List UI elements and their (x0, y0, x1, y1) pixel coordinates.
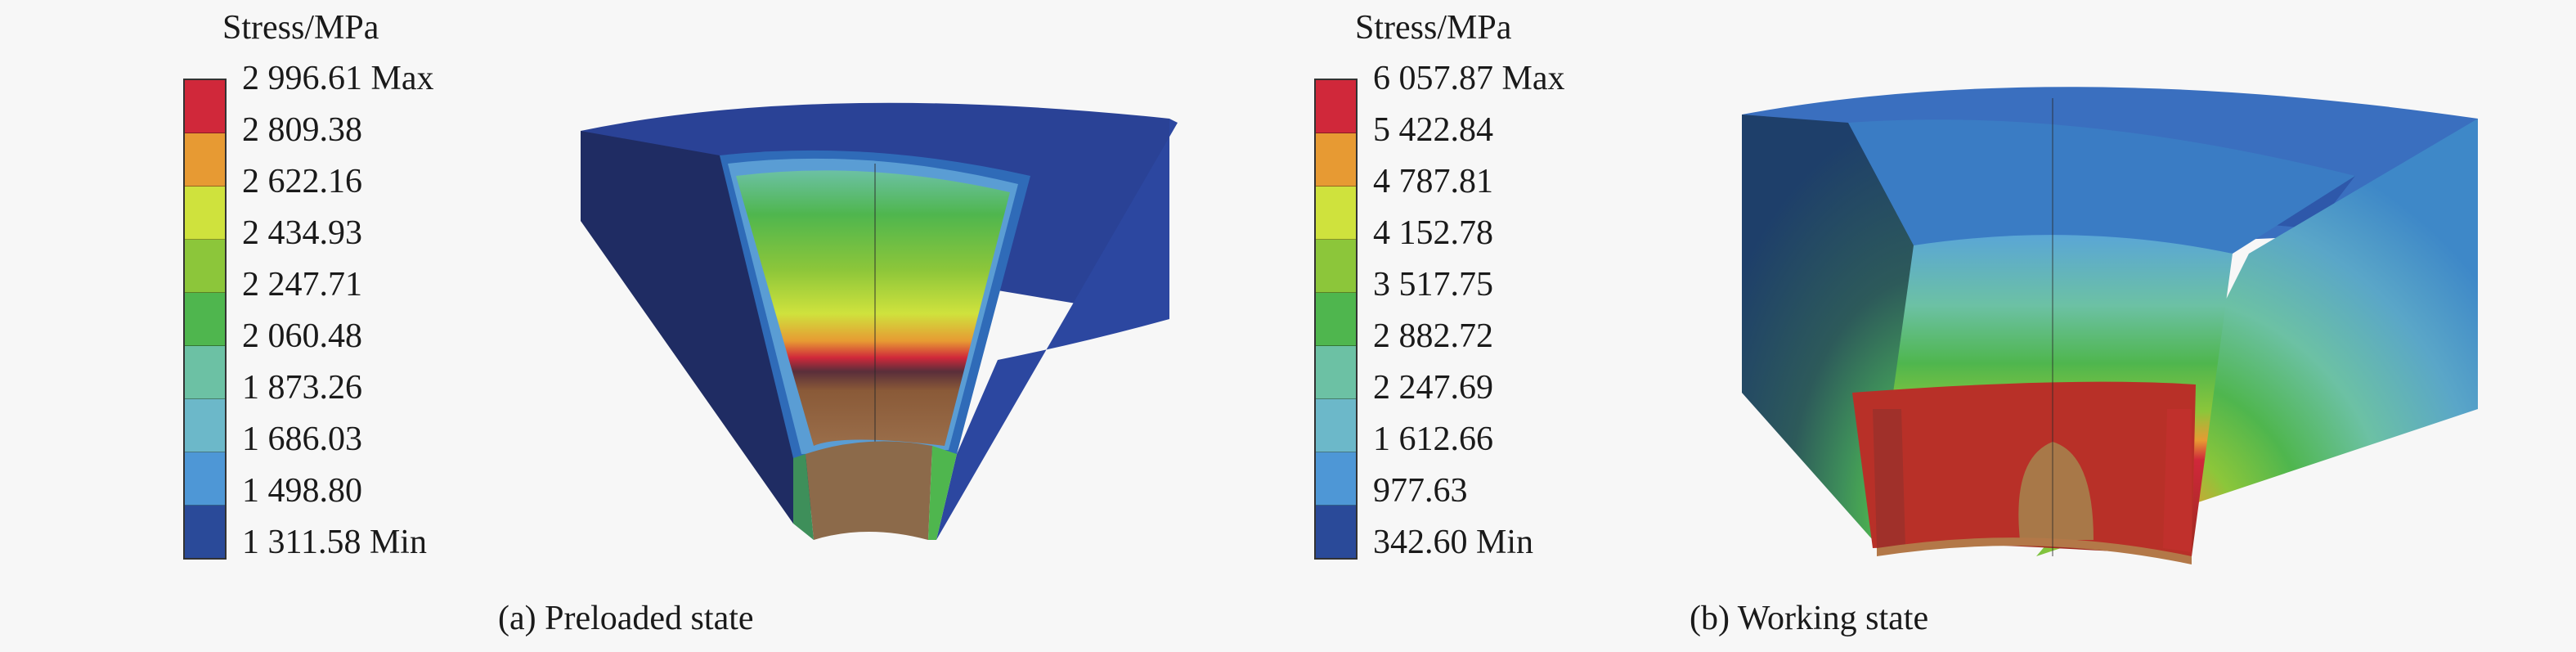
legend-label: 4 152.78 (1373, 214, 1493, 252)
legend-swatch (185, 399, 225, 452)
legend-label: 1 612.66 (1373, 420, 1493, 458)
legend-swatch (1316, 293, 1356, 346)
legend-swatch (1316, 346, 1356, 399)
stress-contour-model (581, 102, 1178, 540)
legend-swatch (1316, 133, 1356, 187)
legend-swatch (185, 187, 225, 240)
legend-label-min: 1 311.58 Min (242, 524, 427, 561)
legend-label: 1 873.26 (242, 369, 362, 407)
legend-label: 1 498.80 (242, 472, 362, 510)
legend-swatch (185, 293, 225, 346)
legend-swatch (185, 346, 225, 399)
color-legend-bar (1314, 79, 1358, 560)
legend-label: 2 434.93 (242, 214, 362, 252)
legend-label-max: 6 057.87 Max (1373, 60, 1565, 97)
panel-working: Stress/MPa 6 057.87 Max 5 422.84 4 787.8… (1288, 0, 2576, 652)
legend-label-min: 342.60 Min (1373, 524, 1534, 561)
legend-label: 3 517.75 (1373, 266, 1493, 304)
bore-inner (1852, 381, 2196, 556)
legend-swatch (185, 80, 225, 133)
color-legend-bar (183, 79, 227, 560)
legend-label-max: 2 996.61 Max (242, 60, 434, 97)
legend-swatch (1316, 506, 1356, 558)
legend-swatch (185, 452, 225, 506)
legend-swatch (1316, 240, 1356, 293)
legend-label: 4 787.81 (1373, 163, 1493, 200)
model-right-face (936, 119, 1178, 540)
legend-swatch (185, 133, 225, 187)
legend-swatch (1316, 399, 1356, 452)
legend-swatch (1316, 452, 1356, 506)
legend-label: 5 422.84 (1373, 111, 1493, 149)
legend-label: 2 882.72 (1373, 317, 1493, 355)
stress-contour-model (1742, 87, 2478, 564)
legend-label: 1 686.03 (242, 420, 362, 458)
legend-label: 2 622.16 (242, 163, 362, 200)
legend-title: Stress/MPa (1355, 9, 1512, 47)
legend-swatch (1316, 80, 1356, 133)
bore-bottom (806, 441, 932, 540)
panel-preloaded: Stress/MPa 2 996.61 Max 2 809.38 2 622.1… (183, 9, 1178, 637)
legend-swatch (1316, 187, 1356, 240)
legend-label: 2 247.69 (1373, 369, 1493, 407)
cone-outer-band (1848, 119, 2355, 254)
caption: (a) Preloaded state (498, 600, 754, 637)
legend-swatch (185, 506, 225, 558)
legend-swatch (185, 240, 225, 293)
caption: (b) Working state (1690, 600, 1929, 637)
legend-label: 2 247.71 (242, 266, 362, 304)
legend-label: 977.63 (1373, 472, 1468, 510)
legend-label: 2 060.48 (242, 317, 362, 355)
legend-label: 2 809.38 (242, 111, 362, 149)
legend-title: Stress/MPa (222, 9, 379, 47)
cone-core (736, 170, 1010, 447)
